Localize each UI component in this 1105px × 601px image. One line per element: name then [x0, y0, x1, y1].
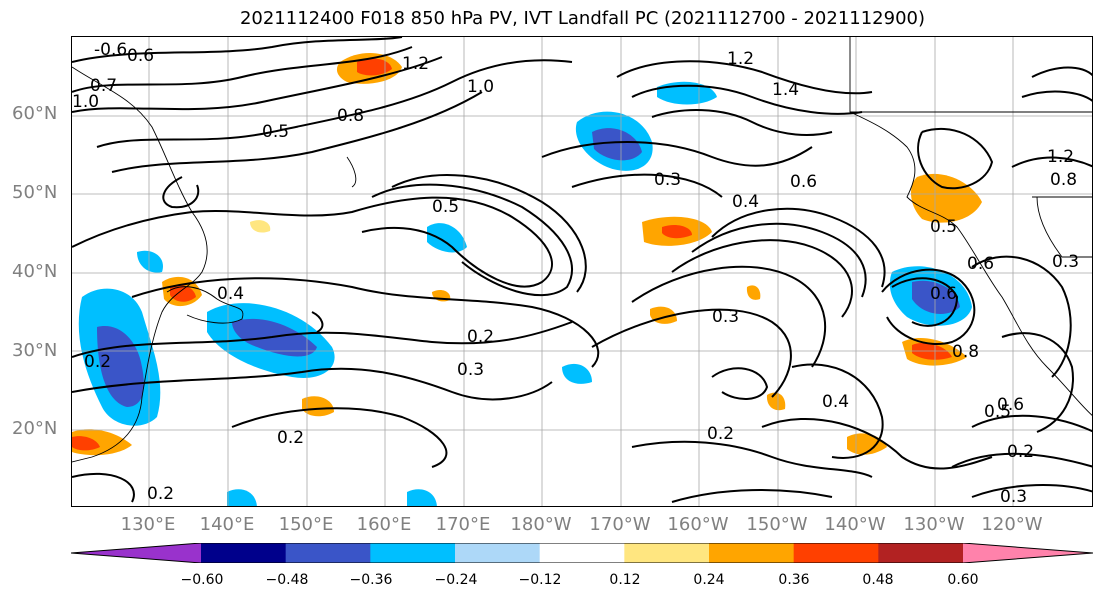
colorbar-segment [285, 543, 371, 563]
colorbar-segment [624, 543, 710, 563]
contour-label: 0.2 [1007, 442, 1034, 462]
lat-label-20n: 20°N [12, 418, 58, 439]
contour-label: 0.2 [467, 327, 494, 347]
colorbar-tick: −0.24 [434, 572, 478, 588]
colorbar-tick: −0.36 [349, 572, 393, 588]
contour-label: 1.0 [467, 77, 494, 97]
anomaly-negative-core [592, 128, 642, 161]
lat-label-30n: 30°N [12, 340, 58, 361]
colorbar-segment [878, 543, 964, 563]
contour-label: 0.3 [654, 170, 681, 190]
colorbar-tick: 0.48 [862, 572, 894, 588]
colorbar-tick: 0.24 [693, 572, 725, 588]
anomaly-positive [746, 285, 761, 300]
colorbar-segment [793, 543, 879, 563]
contour-label: 0.8 [1050, 170, 1077, 190]
contour-label: 0.2 [84, 352, 111, 372]
contour-label: 0.8 [337, 106, 364, 126]
contour-label: 0.2 [707, 424, 734, 444]
coastlines [72, 37, 1092, 463]
anomaly-negative [227, 489, 257, 506]
lat-label-60n: 60°N [12, 103, 58, 124]
contour-label: 0.2 [147, 484, 174, 504]
contour-label: 0.4 [732, 192, 759, 212]
colorbar-tick: 0.36 [778, 572, 810, 588]
anomaly-positive-core [662, 224, 692, 239]
contour-label: 1.2 [1047, 147, 1074, 167]
pv-contours [72, 37, 1092, 503]
contour-label: 0.3 [1000, 487, 1027, 507]
lon-label-160e: 160°E [356, 514, 412, 535]
lon-label-160w: 160°W [667, 514, 729, 535]
contour-labels: -0.6 0.6 0.7 1.0 1.2 1.0 1.2 1.4 0.5 0.8… [72, 40, 1079, 507]
anomaly-positive [302, 396, 334, 417]
anomaly-positive-core [72, 436, 100, 451]
contour-label: 0.5 [984, 402, 1011, 422]
lon-label-120w: 120°W [981, 514, 1043, 535]
contour-label: 0.4 [822, 392, 849, 412]
contour-label: 0.5 [262, 122, 289, 142]
contour-label: 0.6 [997, 395, 1024, 415]
lat-label-40n: 40°N [12, 261, 58, 282]
colorbar-tick: −0.60 [180, 572, 224, 588]
map-title: 2021112400 F018 850 hPa PV, IVT Landfall… [239, 8, 926, 29]
colorbar-tick: −0.12 [518, 572, 562, 588]
lon-label-140w: 140°W [824, 514, 886, 535]
contour-label: 1.2 [727, 49, 754, 69]
map-svg: -0.6 0.6 0.7 1.0 1.2 1.0 1.2 1.4 0.5 0.8… [72, 37, 1092, 507]
contour-label: 0.5 [432, 197, 459, 217]
lon-label-170w: 170°W [589, 514, 651, 535]
lat-label-50n: 50°N [12, 182, 58, 203]
contour-label: 0.3 [1052, 252, 1079, 272]
lon-label-180w: 180°W [510, 514, 572, 535]
contour-label: 0.2 [277, 428, 304, 448]
lon-label-130w: 130°W [903, 514, 965, 535]
anomaly-positive [766, 392, 786, 411]
colorbar-segment [370, 543, 456, 563]
colorbar-segment [539, 543, 625, 563]
contour-label: 0.6 [127, 46, 154, 66]
colorbar-tick: 0.60 [947, 572, 979, 588]
shaded-anomalies [72, 52, 982, 506]
contour-label: 0.3 [712, 307, 739, 327]
lon-label-140e: 140°E [199, 514, 255, 535]
anomaly-positive [250, 220, 271, 233]
anomaly-negative-core [232, 318, 317, 357]
contour-label: 1.4 [772, 80, 799, 100]
anomaly-negative [407, 489, 437, 506]
lon-label-170e: 170°E [435, 514, 491, 535]
colorbar-tick: −0.48 [265, 572, 309, 588]
contour-label: 0.6 [930, 284, 957, 304]
anomaly-negative [562, 363, 592, 384]
colorbar-tick: 0.12 [609, 572, 641, 588]
colorbar-segment [709, 543, 795, 563]
colorbar-extend-high [963, 543, 1093, 563]
anomaly-negative [657, 81, 717, 105]
anomaly-negative [137, 250, 163, 273]
contour-label: 1.0 [72, 92, 99, 112]
colorbar-extend-low [71, 543, 201, 563]
contour-label: 0.3 [457, 360, 484, 380]
lon-label-130e: 130°E [120, 514, 176, 535]
contour-label: -0.6 [94, 40, 127, 60]
contour-label: 0.6 [967, 254, 994, 274]
colorbar-segment [455, 543, 541, 563]
anomaly-positive-core [170, 285, 196, 302]
anomaly-positive-core [357, 58, 392, 76]
lon-label-150w: 150°W [746, 514, 808, 535]
anomaly-negative-core [912, 280, 960, 314]
anomaly-positive [910, 173, 982, 223]
contour-label: 0.7 [90, 76, 117, 96]
contour-label: 0.8 [952, 342, 979, 362]
graticule [72, 37, 1092, 506]
lon-label-150e: 150°E [278, 514, 334, 535]
map-panel: -0.6 0.6 0.7 1.0 1.2 1.0 1.2 1.4 0.5 0.8… [71, 36, 1093, 507]
contour-label: 0.4 [217, 284, 244, 304]
contour-label: 1.2 [402, 54, 429, 74]
contour-label: 0.6 [790, 172, 817, 192]
anomaly-negative [427, 223, 467, 253]
contour-label: 0.5 [930, 217, 957, 237]
colorbar-segment [201, 543, 287, 563]
colorbar [71, 543, 1093, 563]
